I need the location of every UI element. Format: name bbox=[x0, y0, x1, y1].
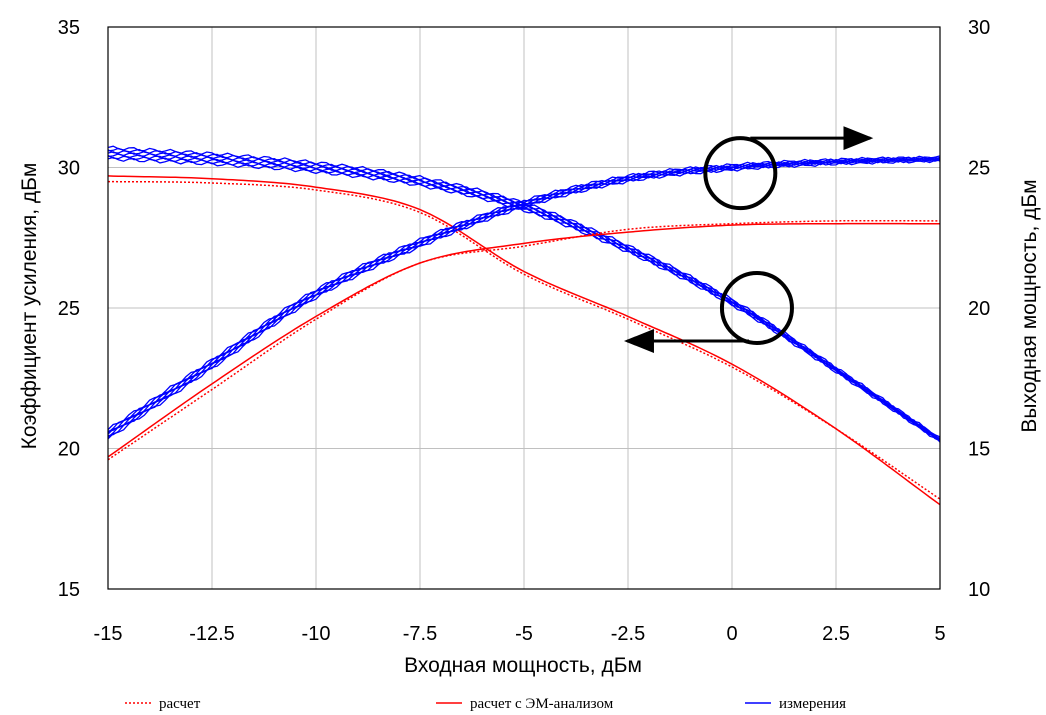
y-right-tick-label: 25 bbox=[968, 158, 990, 180]
pout-circle-annotation bbox=[703, 136, 778, 211]
legend-label: расчет с ЭМ-анализом bbox=[470, 696, 614, 712]
x-tick-label: -5 bbox=[515, 623, 533, 645]
x-tick-label: -15 bbox=[94, 623, 123, 645]
pout-calc-line bbox=[107, 219, 940, 461]
x-tick-label: 0 bbox=[726, 623, 737, 645]
gain-calc-em-line bbox=[107, 175, 941, 506]
y-right-tick-label: 30 bbox=[968, 17, 990, 39]
x-tick-label: 5 bbox=[934, 623, 945, 645]
annotations bbox=[623, 126, 874, 353]
legend-label: расчет bbox=[159, 696, 201, 712]
y-right-tick-label: 10 bbox=[968, 579, 990, 601]
pout-meas-line bbox=[107, 156, 941, 434]
gain-meas-line bbox=[107, 154, 941, 443]
plot-border bbox=[107, 26, 941, 590]
y-left-tick-label: 25 bbox=[58, 298, 80, 320]
plot-lines bbox=[107, 145, 941, 506]
y-left-tick-label: 30 bbox=[58, 158, 80, 180]
x-tick-label: -10 bbox=[302, 623, 331, 645]
legend: расчет расчет с ЭМ-анализом измерения bbox=[125, 696, 846, 712]
pout-calc-em-line bbox=[107, 222, 940, 458]
gain-circle-annotation bbox=[719, 271, 794, 345]
gain-calc-line bbox=[108, 180, 941, 500]
y-left-tick-label: 20 bbox=[58, 439, 80, 461]
pout-meas-line bbox=[107, 155, 941, 431]
x-tick-label: 2.5 bbox=[822, 623, 850, 645]
y-axis-left-title: Коэффициент усиления, дБм bbox=[18, 163, 41, 450]
y-right-tick-label: 15 bbox=[968, 439, 990, 461]
pout-meas-line bbox=[107, 156, 941, 432]
x-tick-label: -7.5 bbox=[403, 623, 437, 645]
y-left-tick-label: 15 bbox=[58, 579, 80, 601]
x-tick-label: -12.5 bbox=[189, 623, 235, 645]
x-axis-title: Входная мощность, дБм bbox=[404, 654, 642, 677]
x-tick-label: -2.5 bbox=[611, 623, 645, 645]
y-left-tick-label: 35 bbox=[58, 17, 80, 39]
legend-label: измерения bbox=[779, 696, 846, 712]
grid bbox=[107, 26, 941, 590]
y-right-tick-label: 20 bbox=[968, 298, 990, 320]
pout-meas-line bbox=[107, 158, 941, 437]
plot-frame bbox=[107, 26, 941, 590]
y-axis-right-title: Выходная мощность, дБм bbox=[1018, 179, 1041, 432]
tick-labels: -15 -12.5 -10 -7.5 -5 -2.5 0 2.5 5 15 20 25 30 35 10 15… bbox=[58, 17, 991, 645]
